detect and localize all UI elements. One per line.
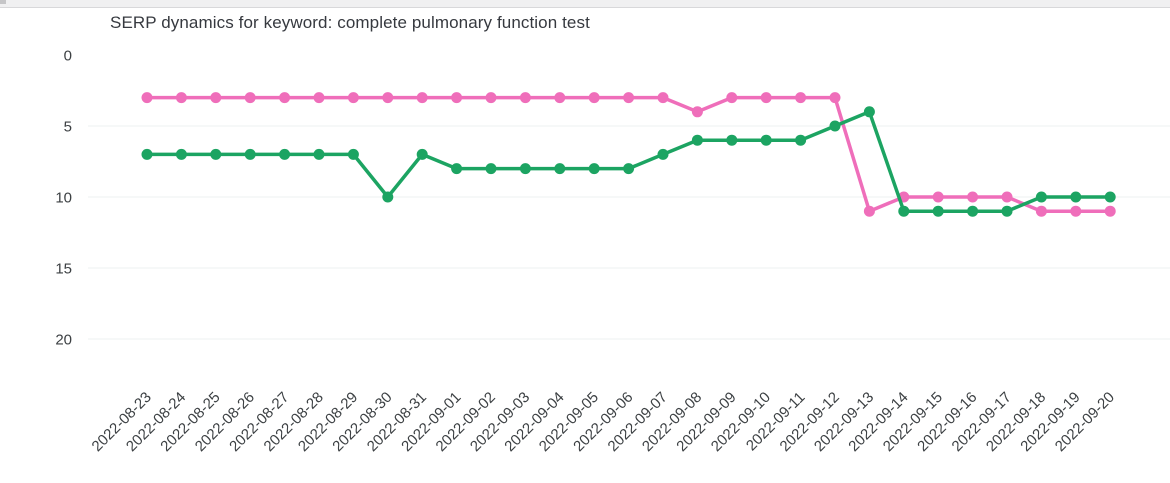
- pink-series-point[interactable]: [485, 92, 497, 104]
- pink-series-point[interactable]: [279, 92, 291, 104]
- green-series-point[interactable]: [279, 148, 291, 160]
- green-series-point[interactable]: [691, 134, 703, 146]
- pink-series-point[interactable]: [1001, 191, 1013, 203]
- green-series-point[interactable]: [795, 134, 807, 146]
- pink-series-point[interactable]: [210, 92, 222, 104]
- green-series-point[interactable]: [519, 163, 531, 175]
- green-series-point[interactable]: [898, 205, 910, 217]
- green-series-point[interactable]: [863, 106, 875, 118]
- green-series-point[interactable]: [932, 205, 944, 217]
- green-series-point[interactable]: [760, 134, 772, 146]
- pink-series-point[interactable]: [416, 92, 428, 104]
- pink-series-point[interactable]: [623, 92, 635, 104]
- top-bar-notch: [0, 0, 6, 4]
- green-series-point[interactable]: [416, 148, 428, 160]
- pink-series-point[interactable]: [451, 92, 463, 104]
- green-series-point[interactable]: [726, 134, 738, 146]
- pink-series-point[interactable]: [863, 205, 875, 217]
- pink-series-point[interactable]: [588, 92, 600, 104]
- pink-series-point[interactable]: [657, 92, 669, 104]
- green-series-point[interactable]: [1070, 191, 1082, 203]
- green-series-point[interactable]: [1035, 191, 1047, 203]
- pink-series-point[interactable]: [382, 92, 394, 104]
- green-series-point[interactable]: [382, 191, 394, 203]
- pink-series-point[interactable]: [554, 92, 566, 104]
- green-series-point[interactable]: [1104, 191, 1116, 203]
- green-series-point[interactable]: [657, 148, 669, 160]
- pink-series-point[interactable]: [244, 92, 256, 104]
- green-series-point[interactable]: [244, 148, 256, 160]
- y-axis-tick-label: 20: [55, 332, 72, 349]
- pink-series-point[interactable]: [1070, 205, 1082, 217]
- y-axis-tick-label: 5: [64, 119, 72, 136]
- green-series-point[interactable]: [623, 163, 635, 175]
- green-series-point[interactable]: [141, 148, 153, 160]
- green-series-point[interactable]: [967, 205, 979, 217]
- chart-title: SERP dynamics for keyword: complete pulm…: [110, 13, 590, 32]
- y-axis-tick-label: 15: [55, 261, 72, 278]
- pink-series-point[interactable]: [967, 191, 979, 203]
- pink-series-point[interactable]: [726, 92, 738, 104]
- pink-series-point[interactable]: [141, 92, 153, 104]
- green-series-point[interactable]: [1001, 205, 1013, 217]
- y-axis-tick-label: 0: [64, 48, 72, 65]
- y-axis-tick-label: 10: [55, 190, 72, 207]
- green-series-point[interactable]: [210, 148, 222, 160]
- green-series-point[interactable]: [829, 120, 841, 132]
- pink-series-point[interactable]: [760, 92, 772, 104]
- top-divider-bar: [0, 0, 1170, 8]
- pink-series-point[interactable]: [313, 92, 325, 104]
- green-series-point[interactable]: [554, 163, 566, 175]
- pink-series-point[interactable]: [1035, 205, 1047, 217]
- pink-series-point[interactable]: [1104, 205, 1116, 217]
- pink-series-point[interactable]: [795, 92, 807, 104]
- green-series-point[interactable]: [313, 148, 325, 160]
- pink-series-point[interactable]: [519, 92, 531, 104]
- pink-series-point[interactable]: [347, 92, 359, 104]
- green-series-point[interactable]: [588, 163, 600, 175]
- pink-series-point[interactable]: [175, 92, 187, 104]
- pink-series-point[interactable]: [829, 92, 841, 104]
- green-series-point[interactable]: [347, 148, 359, 160]
- pink-series-point[interactable]: [932, 191, 944, 203]
- green-series-point[interactable]: [451, 163, 463, 175]
- green-series-point[interactable]: [485, 163, 497, 175]
- pink-series-point[interactable]: [691, 106, 703, 118]
- green-series-point[interactable]: [175, 148, 187, 160]
